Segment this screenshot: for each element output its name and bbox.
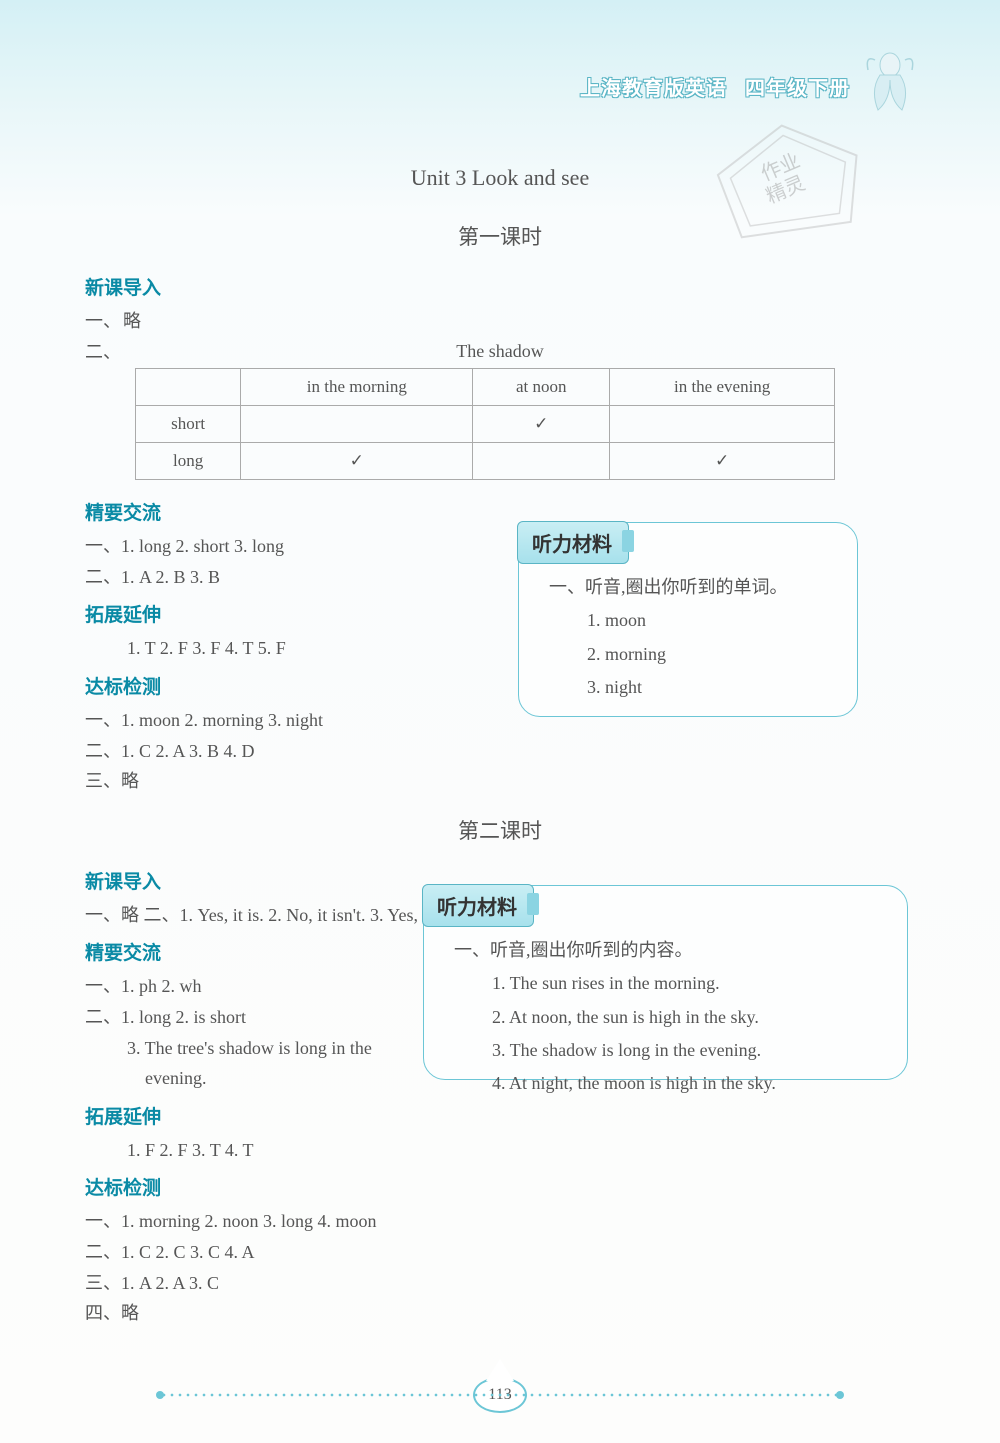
prefix: 二、 [85,337,123,368]
l1-ex-line2: 二、1. A 2. B 3. B [85,562,515,593]
drop-icon [486,1359,514,1381]
th-evening: in the evening [610,369,835,406]
th-blank [136,369,241,406]
grade-text: 四年级下册 [745,78,850,100]
listening-box-1: 听力材料 一、听音,圈出你听到的单词。 1. moon 2. morning 3… [518,522,858,717]
list-item: 3. night [549,671,837,704]
lesson2-title: 第二课时 [85,815,915,845]
l2-test-heading: 达标检测 [85,1173,425,1200]
l2-test-line1: 一、1. morning 2. noon 3. long 4. moon [85,1206,915,1237]
l2-test-line3: 三、1. A 2. A 3. C [85,1268,915,1299]
footer-dotted-line [160,1393,840,1397]
listening-tab: 听力材料 [422,884,534,927]
shadow-table: in the morning at noon in the evening sh… [135,368,835,480]
fairy-decoration [860,40,920,120]
l1-intro-line1: 一、略 [85,306,915,337]
row-label: long [136,443,241,480]
l2-ex-line2: 二、1. long 2. is short [85,1002,425,1033]
listening-title: 一、听音,圈出你听到的内容。 [454,934,887,967]
list-item: 4. At night, the moon is high in the sky… [454,1067,887,1100]
l1-test-heading: 达标检测 [85,672,515,699]
l1-ext-line1: 1. T 2. F 3. F 4. T 5. F [85,633,515,664]
listening-tab: 听力材料 [517,521,629,564]
l2-test-line4: 四、略 [85,1298,915,1329]
listening-box-2: 听力材料 一、听音,圈出你听到的内容。 1. The sun rises in … [423,885,908,1080]
table-header-row: in the morning at noon in the evening [136,369,835,406]
th-noon: at noon [473,369,610,406]
l1-test-line3: 三、略 [85,766,515,797]
l1-extend-heading: 拓展延伸 [85,600,515,627]
l1-ex-line1: 一、1. long 2. short 3. long [85,531,515,562]
publisher-text: 上海教育版英语 [580,78,727,100]
listening-content-2: 一、听音,圈出你听到的内容。 1. The sun rises in the m… [454,934,887,1100]
l2-exchange-heading: 精要交流 [85,938,425,965]
cell [473,443,610,480]
table-row: long ✓ ✓ [136,443,835,480]
cell: ✓ [610,443,835,480]
l1-test-line2: 二、1. C 2. A 3. B 4. D [85,736,515,767]
l1-test-line1: 一、1. moon 2. morning 3. night [85,705,515,736]
l2-test-line2: 二、1. C 2. C 3. C 4. A [85,1237,915,1268]
list-item: 2. At noon, the sun is high in the sky. [454,1001,887,1034]
th-morning: in the morning [241,369,473,406]
cell [241,406,473,443]
listening-title: 一、听音,圈出你听到的单词。 [549,571,837,604]
l2-ex-line1: 一、1. ph 2. wh [85,971,425,1002]
list-item: 1. moon [549,604,837,637]
header-ribbon: 上海教育版英语 四年级下册 [580,72,850,101]
cell: ✓ [241,443,473,480]
l2-extend-heading: 拓展延伸 [85,1102,425,1129]
row-label: short [136,406,241,443]
list-item: 1. The sun rises in the morning. [454,967,887,1000]
l1-exchange-heading: 精要交流 [85,498,515,525]
l1-intro-heading: 新课导入 [85,273,915,300]
list-item: 3. The shadow is long in the evening. [454,1034,887,1067]
l2-ex-line3: 3. The tree's shadow is long in the [85,1033,425,1064]
text: 略 [123,311,141,331]
cell [610,406,835,443]
cell: ✓ [473,406,610,443]
l2-ex-line4: evening. [85,1063,425,1094]
l2-ext-line1: 1. F 2. F 3. T 4. T [85,1135,425,1166]
listening-content-1: 一、听音,圈出你听到的单词。 1. moon 2. morning 3. nig… [549,571,837,704]
prefix: 一、 [85,306,123,337]
table-row: short ✓ [136,406,835,443]
watermark-stamp: 作业 精灵 [697,109,883,261]
list-item: 2. morning [549,638,837,671]
